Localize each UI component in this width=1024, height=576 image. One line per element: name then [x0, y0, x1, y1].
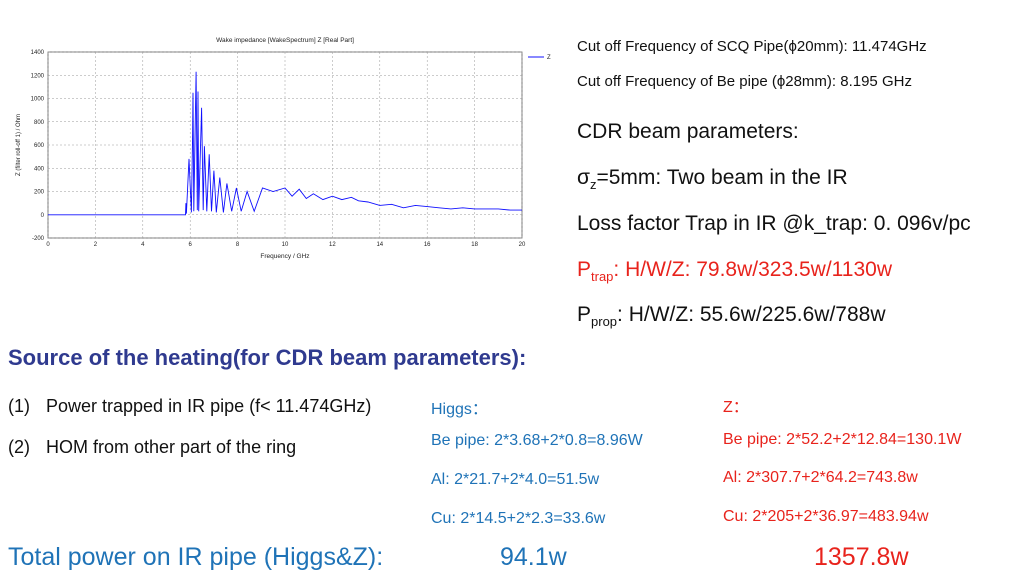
total-label: Total power on IR pipe (Higgs&Z): — [8, 543, 384, 571]
cutoff-be: Cut off Frequency of Be pipe (ϕ28mm): 8.… — [577, 73, 912, 90]
impedance-chart: Wake impedance [WakeSpectrum] Z [Real Pa… — [10, 30, 560, 270]
higgs-cu: Cu: 2*14.5+2*2.3=33.6w — [431, 510, 606, 527]
x-tick-label: 10 — [282, 242, 289, 248]
impedance-chart-svg: Wake impedance [WakeSpectrum] Z [Real Pa… — [16, 37, 551, 260]
y-tick-label: 1000 — [31, 97, 45, 103]
source-item-2: (2) HOM from other part of the ring — [8, 437, 296, 458]
source-item-1: (1) Power trapped in IR pipe (f< 11.474GH… — [8, 396, 371, 417]
x-axis-label: Frequency / GHz — [260, 253, 309, 260]
x-tick-label: 2 — [94, 242, 98, 248]
ptrap-subscript: trap — [591, 269, 614, 284]
total-higgs: 94.1w — [500, 543, 567, 571]
source-item-num: (1) — [8, 396, 30, 416]
z-al: Al: 2*307.7+2*64.2=743.8w — [723, 469, 918, 486]
params-ptrap: Ptrap: H/W/Z: 79.8w/323.5w/1130w — [577, 258, 892, 284]
higgs-al: Al: 2*21.7+2*4.0=51.5w — [431, 471, 600, 488]
y-tick-label: 1400 — [31, 50, 45, 56]
x-tick-label: 14 — [376, 242, 383, 248]
higgs-title: Higgs： — [431, 401, 488, 418]
total-z: 1357.8w — [814, 543, 909, 571]
sigma-symbol: σ — [577, 166, 590, 189]
legend-label: Z — [547, 55, 551, 61]
chart-title: Wake impedance [WakeSpectrum] Z [Real Pa… — [216, 37, 354, 44]
z-title: Z： — [723, 399, 749, 416]
x-tick-label: 18 — [471, 242, 478, 248]
params-pprop: Pprop: H/W/Z: 55.6w/225.6w/788w — [577, 303, 886, 329]
params-sigma: σz=5mm: Two beam in the IR — [577, 166, 848, 192]
source-item-text: Power trapped in IR pipe (f< 11.474GHz) — [46, 396, 372, 416]
ptrap-p: P — [577, 258, 592, 281]
y-tick-label: 600 — [34, 143, 45, 149]
x-tick-label: 0 — [46, 242, 50, 248]
z-be: Be pipe: 2*52.2+2*12.84=130.1W — [723, 431, 962, 448]
source-item-text: HOM from other part of the ring — [46, 437, 297, 457]
x-tick-label: 8 — [236, 242, 240, 248]
x-tick-label: 4 — [141, 242, 145, 248]
sigma-subscript: z — [589, 177, 597, 192]
pprop-text: : H/W/Z: 55.6w/225.6w/788w — [617, 303, 886, 326]
sigma-text: =5mm: Two beam in the IR — [596, 166, 848, 189]
params-loss: Loss factor Trap in IR @k_trap: 0. 096v/… — [577, 212, 971, 235]
cutoff-scq: Cut off Frequency of SCQ Pipe(ϕ20mm): 11… — [577, 38, 927, 55]
y-tick-label: 1200 — [31, 73, 45, 79]
pprop-p: P — [577, 303, 592, 326]
y-tick-label: 200 — [34, 190, 45, 196]
x-tick-label: 20 — [519, 242, 526, 248]
z-cu: Cu: 2*205+2*36.97=483.94w — [723, 508, 929, 525]
y-axis-label: Z (filter roll-off 1) / Ohm — [16, 114, 22, 176]
series-line — [48, 71, 522, 216]
x-tick-label: 12 — [329, 242, 336, 248]
higgs-be: Be pipe: 2*3.68+2*0.8=8.96W — [431, 432, 643, 449]
x-tick-label: 16 — [424, 242, 431, 248]
y-tick-label: 800 — [34, 120, 45, 126]
x-tick-label: 6 — [189, 242, 193, 248]
source-title: Source of the heating(for CDR beam param… — [8, 345, 527, 370]
ptrap-text: : H/W/Z: 79.8w/323.5w/1130w — [613, 258, 892, 281]
y-tick-label: -200 — [32, 236, 45, 242]
y-tick-label: 0 — [41, 213, 45, 219]
y-tick-label: 400 — [34, 166, 45, 172]
params-title: CDR beam parameters: — [577, 120, 799, 143]
pprop-subscript: prop — [591, 314, 618, 329]
source-item-num: (2) — [8, 437, 30, 457]
